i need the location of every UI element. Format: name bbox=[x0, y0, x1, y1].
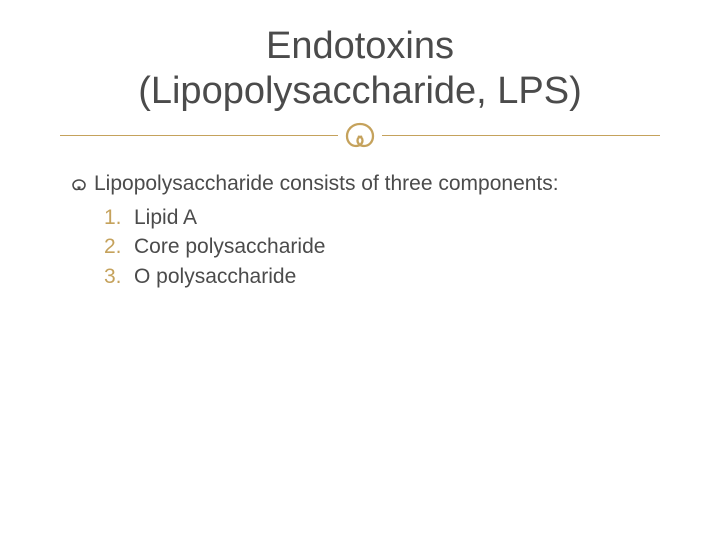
list-text: Lipid A bbox=[134, 203, 197, 232]
list-item: 1. Lipid A bbox=[104, 203, 650, 232]
list-number: 2. bbox=[104, 232, 126, 261]
title-line-1: Endotoxins bbox=[266, 25, 454, 67]
list-text: O polysaccharide bbox=[134, 262, 296, 291]
list-number: 3. bbox=[104, 262, 126, 291]
title-line-2: (Lipopolysaccharide, LPS) bbox=[138, 70, 582, 112]
rule-left bbox=[60, 135, 338, 137]
slide: Endotoxins (Lipopolysaccharide, LPS) Lip… bbox=[0, 0, 720, 540]
slide-title: Endotoxins (Lipopolysaccharide, LPS) bbox=[60, 24, 660, 114]
list-number: 1. bbox=[104, 203, 126, 232]
rule-right bbox=[382, 135, 660, 137]
list-item: 2. Core polysaccharide bbox=[104, 232, 650, 261]
content-area: Lipopolysaccharide consists of three com… bbox=[60, 170, 660, 291]
list-item: 3. O polysaccharide bbox=[104, 262, 650, 291]
lead-text: Lipopolysaccharide consists of three com… bbox=[94, 170, 559, 197]
lead-line: Lipopolysaccharide consists of three com… bbox=[70, 170, 650, 197]
ordered-list: 1. Lipid A 2. Core polysaccharide 3. O p… bbox=[70, 203, 650, 291]
flourish-bullet-icon bbox=[70, 178, 88, 192]
title-divider bbox=[60, 120, 660, 152]
flourish-icon bbox=[340, 120, 380, 152]
list-text: Core polysaccharide bbox=[134, 232, 325, 261]
